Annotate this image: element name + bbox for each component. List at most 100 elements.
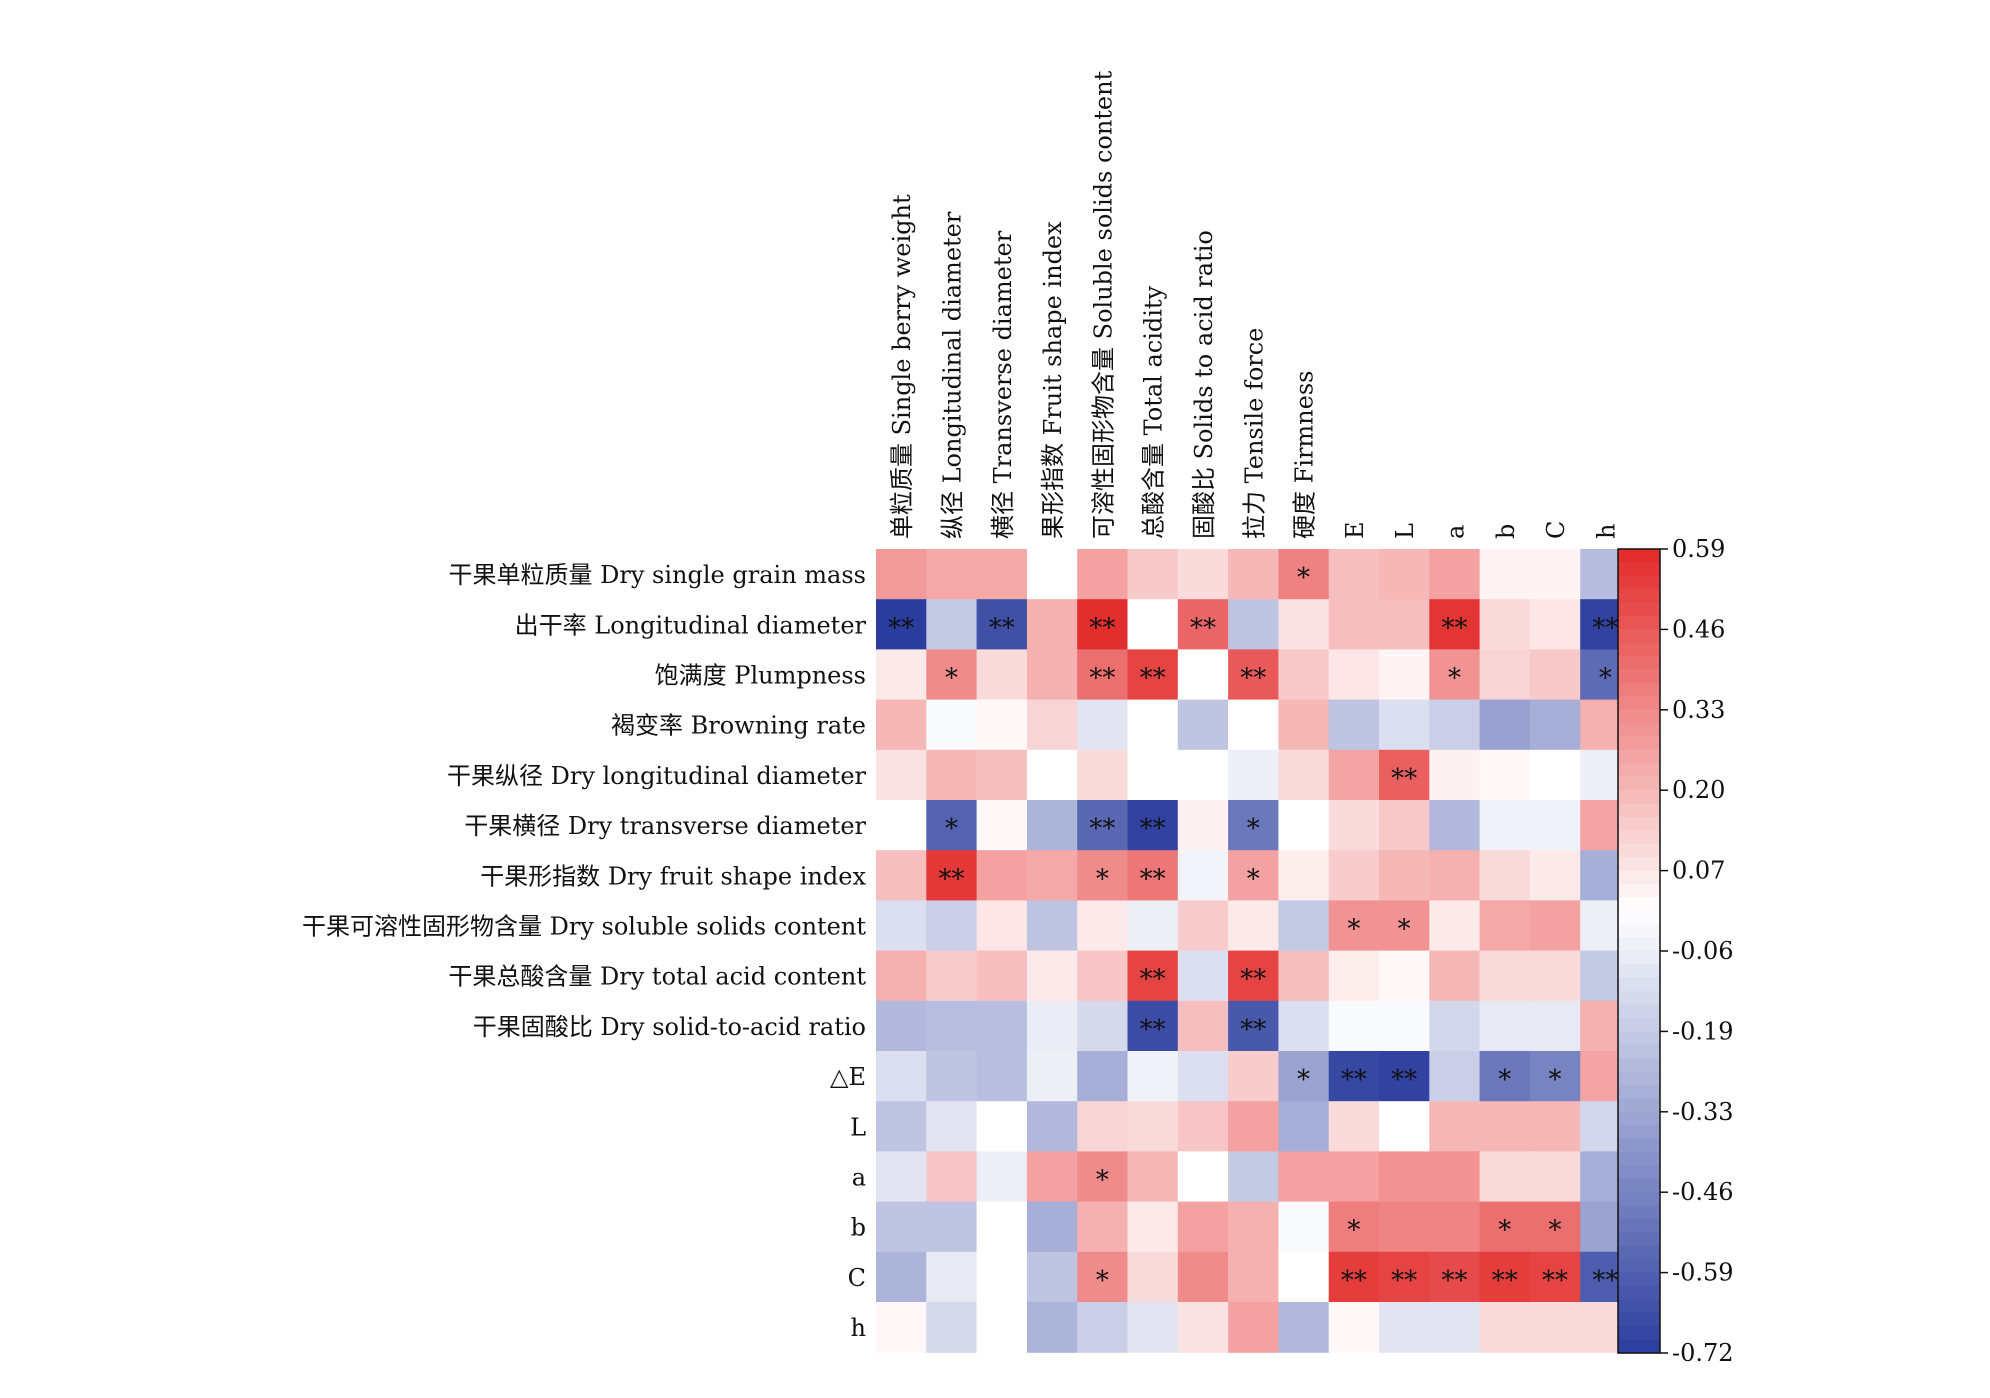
heatmap-cell [1026,800,1078,851]
heatmap-cell [926,1000,978,1052]
heatmap-cell [1479,1151,1531,1203]
heatmap-cell [1077,599,1129,650]
colorbar-tick-label: 0.33 [1672,696,1725,724]
heatmap-cell [1479,850,1531,901]
heatmap-cell [1026,1101,1078,1152]
heatmap-cell [1529,749,1581,801]
heatmap-cell [1026,599,1078,650]
significance-mark: ** [1341,1065,1367,1095]
heatmap-cell [1127,1302,1179,1353]
heatmap-cell [1177,1251,1229,1303]
heatmap-cell [1077,649,1129,701]
heatmap-cell [1479,699,1531,751]
heatmap-cell [1328,800,1380,851]
column-label: L [1391,523,1419,539]
colorbar-step [1618,602,1660,617]
heatmap-cell [1026,749,1078,801]
significance-mark: * [1599,664,1612,694]
heatmap-cell [976,1000,1028,1052]
colorbar-step [1618,843,1660,858]
heatmap-cell [1429,1000,1481,1052]
colorbar-step [1618,1326,1660,1341]
heatmap-cell [1328,1302,1380,1353]
heatmap-cell [1429,549,1481,600]
heatmap-cell [1379,1000,1430,1052]
significance-mark: * [945,664,958,694]
heatmap-cell [1127,1051,1179,1102]
heatmap-cell [1479,649,1531,701]
heatmap-cell [1379,800,1430,851]
heatmap-cell [1479,749,1531,801]
colorbar-step [1618,1058,1660,1073]
heatmap-cell [1429,1051,1481,1102]
heatmap-cell [1379,1201,1430,1253]
heatmap-cell [1127,649,1179,701]
heatmap-cell [1228,549,1279,600]
colorbar-step [1618,1004,1660,1019]
colorbar-step [1618,910,1660,925]
heatmap-cell [1228,1201,1279,1253]
colorbar-step [1618,763,1660,778]
significance-mark: ** [1140,864,1166,894]
heatmap-cell [1429,1101,1481,1152]
heatmap-cell [1379,749,1430,801]
heatmap-cell [1529,1201,1581,1253]
heatmap-cell [1077,950,1129,1002]
heatmap-cell [1328,1151,1380,1203]
heatmap-cell [1228,699,1279,751]
significance-mark: * [1448,664,1461,694]
heatmap-cell [1429,599,1481,650]
heatmap-cell [1328,649,1380,701]
heatmap-cell [1127,1000,1179,1052]
colorbar-step [1618,656,1660,671]
heatmap-cell [876,900,927,952]
colorbar-step [1618,1299,1660,1314]
heatmap-cell [926,1101,978,1152]
colorbar-step [1618,709,1660,724]
column-label: 硬度 Firmness [1291,371,1319,539]
significance-mark: ** [1592,613,1618,643]
heatmap-cell [1429,850,1481,901]
significance-mark: ** [1089,664,1115,694]
significance-mark: * [1297,1065,1310,1095]
heatmap-cell [1278,900,1330,952]
heatmap-cell [1177,549,1229,600]
colorbar-tick-label: 0.46 [1672,615,1725,643]
heatmap-cell [1077,1101,1129,1152]
heatmap-cell [926,1251,978,1303]
heatmap-cell [1278,1302,1330,1353]
heatmap-cell [1479,599,1531,650]
heatmap-cell [1328,850,1380,901]
heatmap-cell [1077,1251,1129,1303]
colorbar-step [1618,1018,1660,1032]
colorbar-step [1618,1085,1660,1099]
heatmap-cell [1177,1201,1229,1253]
significance-mark: * [945,814,958,844]
colorbar-step [1618,1111,1660,1126]
colorbar-step [1618,750,1660,764]
heatmap-cell [976,599,1028,650]
colorbar-tick-label: -0.33 [1672,1098,1734,1126]
significance-mark: * [1398,915,1411,945]
colorbar-tick-label: -0.72 [1672,1339,1734,1367]
heatmap-cell [1026,1000,1078,1052]
significance-mark: * [1096,864,1109,894]
colorbar-step [1618,683,1660,697]
heatmap-cell [1228,599,1279,650]
heatmap-cell [1328,1051,1380,1102]
heatmap-cell [976,549,1028,600]
heatmap-cell [1278,1051,1330,1102]
heatmap-cell [1278,1151,1330,1203]
heatmap-cell [1479,1000,1531,1052]
heatmap-cell [1278,699,1330,751]
heatmap-cell [1379,699,1430,751]
colorbar-step [1618,1272,1660,1287]
heatmap-cell [1278,599,1330,650]
heatmap-cell [1529,950,1581,1002]
column-labels: 单粒质量 Single berry weight 纵径 Longitudinal … [888,70,1620,539]
heatmap-cell [1177,1101,1229,1152]
heatmap-cell [926,1302,978,1353]
heatmap-cell [876,699,927,751]
significance-mark: ** [1240,965,1266,995]
